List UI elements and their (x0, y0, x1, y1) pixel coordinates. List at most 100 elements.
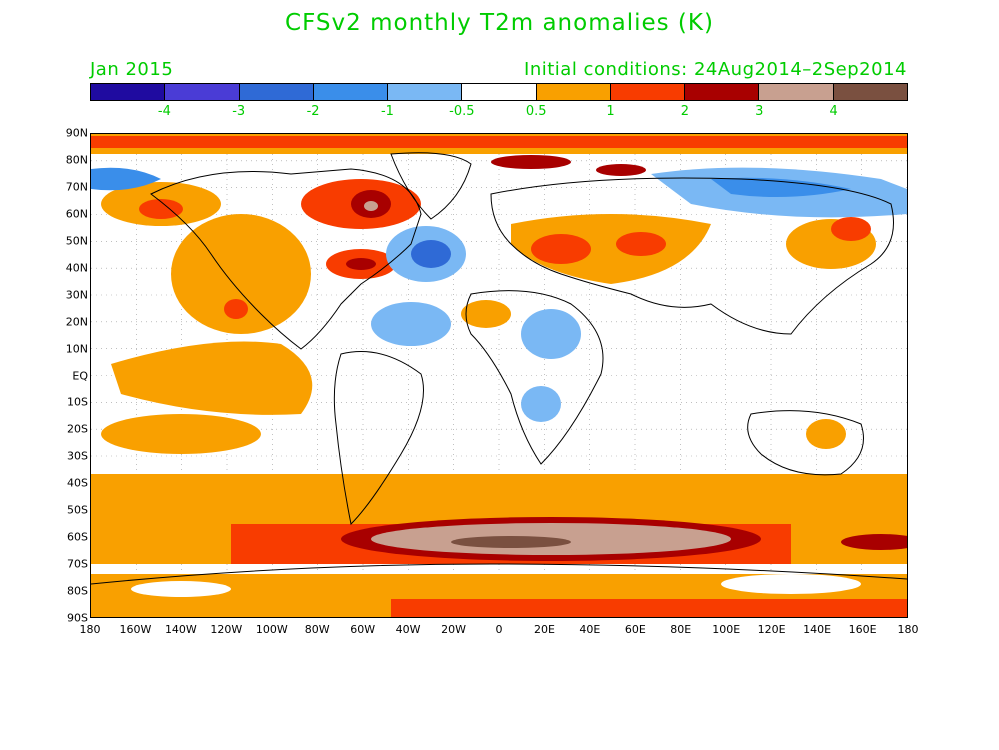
color-scale-label: 4 (829, 104, 838, 119)
north-atlantic-core (411, 240, 451, 268)
color-scale-label: 1 (606, 104, 615, 119)
longitude-label: 180 (897, 623, 919, 636)
latitude-label: 50S (67, 503, 88, 517)
siberia-cold-core (711, 177, 851, 198)
latitude-label: 30N (65, 288, 88, 302)
alaska-red (139, 199, 183, 219)
ne-pacific-red (224, 299, 248, 319)
longitude-label: 0 (495, 623, 503, 636)
forecast-month: Jan 2015 (90, 59, 174, 80)
arctic-core-2 (596, 164, 646, 176)
latitude-label: 20N (65, 315, 88, 329)
southern-africa-cold (521, 386, 561, 422)
coastlines (91, 152, 907, 585)
longitude-label: 160E (848, 623, 877, 636)
latitude-label: 50N (65, 234, 88, 248)
eurasia-outline (490, 177, 894, 335)
east-us-core (346, 258, 376, 270)
longitude-label: 140E (803, 623, 832, 636)
color-scale-label: 2 (680, 104, 690, 119)
longitude-label: 60E (624, 623, 646, 636)
latitude-label: 30S (67, 449, 88, 463)
tropical-atlantic-cold (371, 302, 451, 346)
latitude-label: 60S (67, 530, 88, 544)
color-scale-label: -2 (306, 104, 320, 119)
longitude-label: 20W (441, 623, 466, 636)
longitude-label: 40W (395, 623, 421, 636)
latitude-label: EQ (72, 369, 88, 382)
latitude-label: 90N (65, 126, 88, 140)
color-segment-4 (388, 84, 463, 100)
color-segment-5 (462, 84, 537, 100)
antarctic-white-2 (721, 574, 861, 594)
eurasia-warm (511, 214, 711, 284)
longitude-label: 80E (670, 623, 692, 636)
bering-cold (91, 167, 161, 191)
latitude-label: 70S (67, 557, 88, 571)
color-scale-label: 3 (755, 104, 764, 119)
color-scale-label: -1 (380, 104, 394, 119)
tropical-pacific-warm (111, 341, 313, 415)
latitude-label: 10N (65, 342, 88, 356)
longitude-label: 40E (579, 623, 601, 636)
color-scale-label: -4 (157, 104, 171, 119)
longitude-label: 80W (304, 623, 330, 636)
color-segment-1 (165, 84, 240, 100)
north-america-outline (150, 168, 422, 350)
color-segment-2 (239, 84, 314, 100)
north-africa-warm (461, 300, 511, 328)
longitude-label: 160W (119, 623, 152, 636)
color-scale-label: -3 (232, 104, 246, 119)
greenland-outline (390, 152, 472, 220)
color-scale-bar (90, 83, 908, 101)
color-segment-3 (313, 84, 389, 100)
central-asia-red (616, 232, 666, 256)
color-scale-label: 0.5 (525, 104, 547, 119)
latitude-label: 10S (67, 395, 88, 409)
latitude-label: 90S (67, 611, 88, 625)
color-segment-0 (91, 84, 166, 100)
latitude-label: 60N (65, 207, 88, 221)
longitude-label: 180 (79, 623, 101, 636)
color-scale-label: -0.5 (449, 104, 475, 119)
longitude-label: 120E (757, 623, 786, 636)
color-segment-9 (759, 84, 834, 100)
africa-cold (521, 309, 581, 359)
antarctic-red (391, 599, 907, 617)
australia-outline (747, 410, 864, 476)
southern-deep-core (451, 536, 571, 548)
longitude-label: 20E (533, 623, 555, 636)
latitude-label: 70N (65, 180, 88, 194)
east-asia-red (831, 217, 871, 241)
south-america-outline (333, 351, 424, 526)
color-segment-6 (536, 84, 611, 100)
africa-outline (465, 290, 604, 465)
longitude-label: 120W (210, 623, 243, 636)
southern-east-core (841, 534, 907, 550)
anomaly-fields (91, 134, 907, 617)
latitude-label: 40N (65, 261, 88, 275)
ne-pacific-warm (171, 214, 311, 334)
anomaly-map (90, 133, 908, 618)
latitude-label: 80S (67, 584, 88, 598)
latitude-label: 40S (67, 476, 88, 490)
arctic-core (491, 155, 571, 169)
latitude-label: 20S (67, 422, 88, 436)
latitude-label: 80N (65, 153, 88, 167)
longitude-label: 100W (255, 623, 288, 636)
longitude-label: 140W (164, 623, 197, 636)
arctic-strong-warm (91, 136, 907, 148)
hudson-inner (364, 201, 378, 211)
chart-title: CFSv2 monthly T2m anomalies (K) (285, 10, 714, 36)
antarctica-outline (91, 563, 907, 585)
initial-conditions: Initial conditions: 24Aug2014–2Sep2014 (524, 59, 907, 80)
longitude-label: 60W (350, 623, 376, 636)
longitude-label: 100E (712, 623, 741, 636)
south-pacific-warm (101, 414, 261, 454)
color-segment-10 (833, 84, 907, 100)
antarctic-white-1 (131, 581, 231, 597)
color-segment-7 (610, 84, 686, 100)
color-segment-8 (685, 84, 760, 100)
australia-east-warm (806, 419, 846, 449)
europe-red (531, 234, 591, 264)
